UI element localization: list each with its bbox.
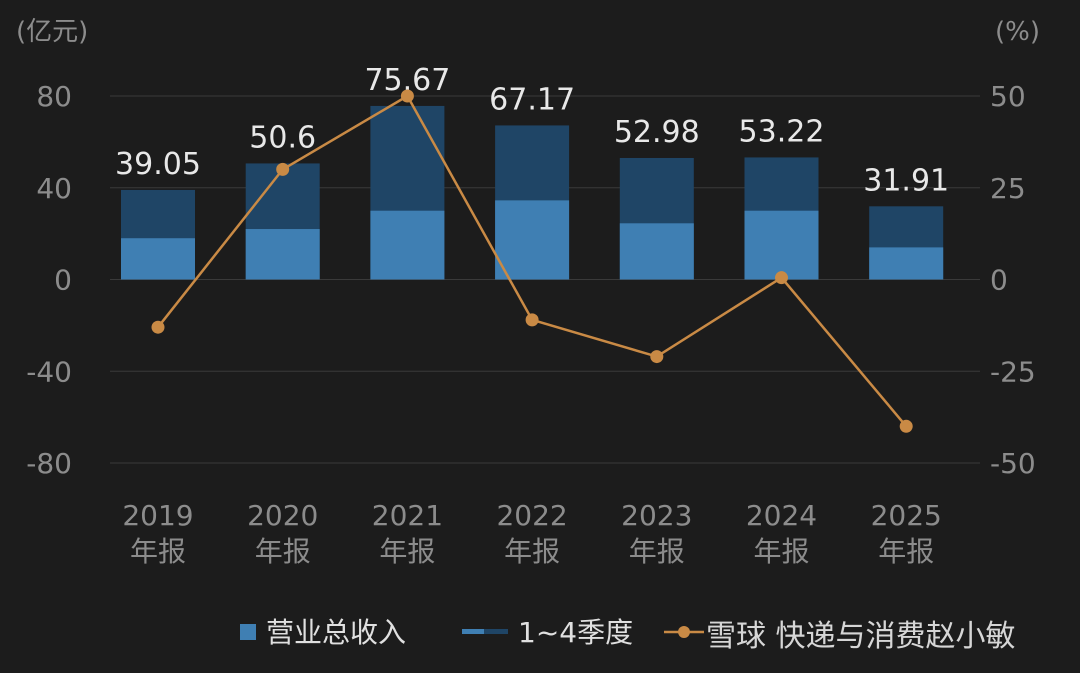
- legend-swatch-yoy: [664, 626, 704, 638]
- x-tick-label-year: 2021: [372, 499, 443, 532]
- x-tick-label-type: 年报: [753, 535, 809, 568]
- right-tick-label: -25: [990, 355, 1036, 388]
- legend-swatch-quarterly-light: [462, 629, 484, 634]
- x-tick-label-type: 年报: [504, 535, 560, 568]
- x-tick-label-year: 2022: [496, 499, 567, 532]
- x-tick-label-year: 2025: [871, 499, 942, 532]
- legend-label-revenue: 营业总收入: [266, 616, 406, 649]
- yoy-line-series: [151, 89, 913, 433]
- x-tick-label-type: 年报: [379, 535, 435, 568]
- x-tick-label-year: 2023: [621, 499, 692, 532]
- x-tick-label-type: 年报: [878, 535, 934, 568]
- yoy-point: [400, 89, 414, 103]
- right-axis-unit: (%): [995, 17, 1040, 47]
- watermark: 雪球 快递与消费赵小敏: [706, 619, 1016, 654]
- bar-value-label: 67.17: [489, 82, 575, 117]
- left-axis-unit: (亿元): [16, 17, 88, 47]
- bars: [121, 105, 944, 280]
- left-tick-label: 40: [36, 172, 72, 205]
- legend-label-quarterly: 1~4季度: [518, 616, 633, 649]
- legend-swatch-quarterly: [462, 629, 508, 634]
- bar-segment: [370, 210, 445, 280]
- yoy-point: [525, 313, 539, 327]
- bar-value-label: 31.91: [863, 163, 949, 198]
- right-tick-label: 0: [990, 264, 1008, 297]
- left-tick-label: 0: [54, 264, 72, 297]
- left-tick-label: 80: [36, 80, 72, 113]
- bar-value-label: 50.6: [249, 120, 316, 155]
- bar-segment: [121, 238, 195, 280]
- x-tick-label-year: 2024: [746, 499, 817, 532]
- yoy-point: [151, 320, 165, 334]
- legend-swatch-quarterly-dark: [462, 629, 508, 634]
- x-tick-label-type: 年报: [255, 535, 311, 568]
- yoy-point: [899, 419, 913, 433]
- x-axis-labels: 2019年报2020年报2021年报2022年报2023年报2024年报2025…: [122, 499, 941, 568]
- bar-value-label: 53.22: [739, 114, 825, 149]
- legend-swatch-yoy-dot: [678, 626, 690, 638]
- right-tick-label: -50: [990, 447, 1036, 480]
- bar-segment: [869, 247, 944, 280]
- bar-segment: [744, 210, 819, 280]
- bar-segment: [245, 229, 320, 280]
- left-tick-label: -80: [26, 447, 72, 480]
- bar-segment: [619, 223, 694, 280]
- left-tick-label: -40: [26, 355, 72, 388]
- right-axis-ticks: 50 25 0 -25 -50: [990, 80, 1036, 480]
- bar-value-label: 52.98: [614, 115, 700, 150]
- right-tick-label: 50: [990, 80, 1026, 113]
- legend-swatch-revenue: [240, 624, 256, 640]
- x-tick-label-type: 年报: [629, 535, 685, 568]
- x-tick-label-year: 2020: [247, 499, 318, 532]
- x-tick-label-type: 年报: [130, 535, 186, 568]
- bar-segment: [495, 200, 570, 280]
- yoy-point: [775, 271, 788, 285]
- right-tick-label: 25: [990, 172, 1026, 205]
- legend: 营业总收入 1~4季度: [240, 616, 704, 649]
- bar-value-label: 39.05: [115, 147, 201, 182]
- yoy-point: [650, 350, 664, 364]
- x-tick-label-year: 2019: [122, 499, 193, 532]
- left-axis-ticks: 80 40 0 -40 -80: [26, 80, 72, 480]
- yoy-point: [276, 162, 290, 176]
